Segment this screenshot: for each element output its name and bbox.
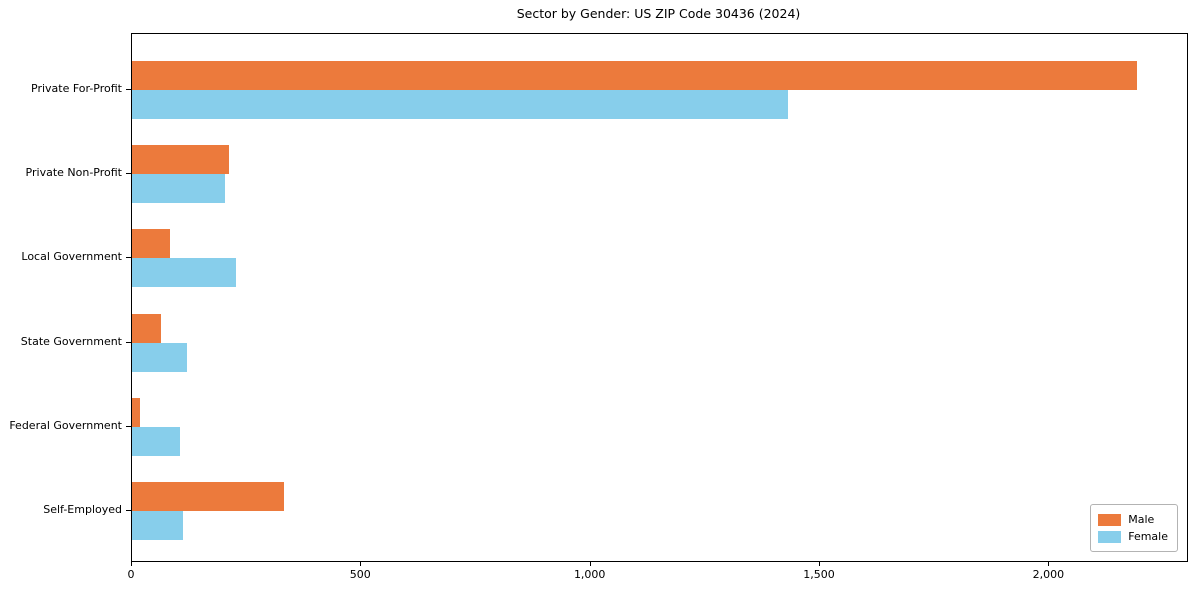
y-tick-mark xyxy=(126,89,131,90)
x-tick-label-0: 0 xyxy=(127,568,135,581)
x-tick-label-1-000: 1,000 xyxy=(573,568,606,581)
x-tick-label-500: 500 xyxy=(349,568,371,581)
legend-swatch-female xyxy=(1098,530,1122,543)
bar-male-private-for-profit xyxy=(132,61,1137,90)
y-tick-mark xyxy=(126,257,131,259)
y-axis-label-private-non-profit: Private Non-Profit xyxy=(25,166,122,180)
legend-label-female: Female xyxy=(1128,530,1168,543)
y-tick-mark xyxy=(126,425,131,427)
y-axis-label-private-for-profit: Private For-Profit xyxy=(31,82,122,95)
bar-male-local-government xyxy=(132,229,170,259)
y-tick-mark xyxy=(126,510,131,511)
y-axis-label-self-employed: Self-Employed xyxy=(43,503,122,516)
bar-male-self-employed xyxy=(132,482,285,511)
y-axis-label-local-government: Local Government xyxy=(21,250,122,264)
x-tick-mark xyxy=(1048,561,1050,566)
bar-male-state-government xyxy=(132,313,162,343)
legend-item-male: Male xyxy=(1098,511,1168,528)
x-tick-mark xyxy=(360,561,362,566)
x-tick-mark xyxy=(819,561,820,566)
bar-female-self-employed xyxy=(132,511,183,540)
bar-male-private-non-profit xyxy=(132,145,230,175)
bar-male-federal-government xyxy=(132,397,140,427)
y-axis-label-state-government: State Government xyxy=(20,334,122,348)
x-tick-label-1-500: 1,500 xyxy=(803,568,835,581)
legend-swatch-male xyxy=(1098,513,1122,526)
x-tick-label-2-000: 2,000 xyxy=(1032,568,1065,581)
x-tick-mark xyxy=(589,561,591,566)
bar-female-private-non-profit xyxy=(132,174,225,204)
x-tick-mark xyxy=(131,561,132,566)
legend-item-female: Female xyxy=(1098,528,1168,545)
bar-female-state-government xyxy=(132,342,187,372)
legend: Male Female xyxy=(1090,504,1178,552)
chart-title: Sector by Gender: US ZIP Code 30436 (202… xyxy=(516,6,801,21)
plot-area: Male Female xyxy=(131,33,1188,562)
bar-female-federal-government xyxy=(132,426,181,456)
bar-female-private-for-profit xyxy=(132,90,788,119)
y-tick-mark xyxy=(126,341,131,343)
bar-female-local-government xyxy=(132,258,237,288)
y-tick-mark xyxy=(126,173,131,175)
legend-label-male: Male xyxy=(1128,513,1155,526)
y-axis-label-federal-government: Federal Government xyxy=(9,418,122,432)
